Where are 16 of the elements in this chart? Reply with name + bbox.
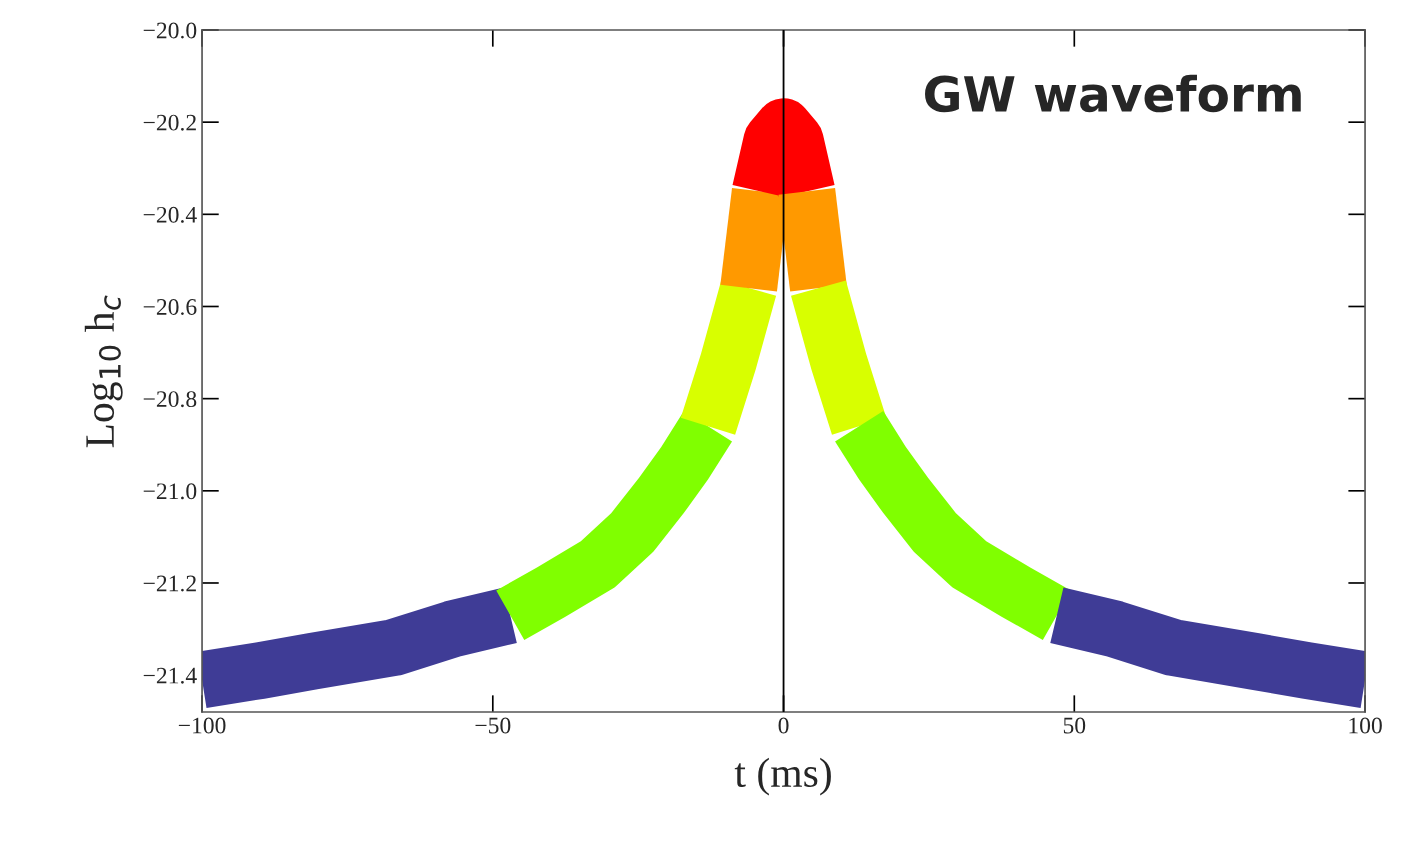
x-tick-label: −100: [178, 717, 226, 734]
y-tick-label: −21.2: [143, 575, 196, 592]
y-tick-label: −20.6: [143, 298, 197, 316]
y-tick-label: −21.4: [143, 667, 197, 684]
x-tick-label: 0: [778, 717, 789, 734]
y-tick-label: −20.0: [143, 22, 197, 39]
x-axis-title: t (ms): [734, 757, 831, 796]
x-tick-label: 100: [1349, 717, 1382, 734]
y-tick-label: −21.0: [143, 483, 197, 500]
y-tick-label: −20.4: [143, 206, 197, 223]
annotation: GW waveform: [925, 74, 1301, 113]
y-axis-title: Log$_{10}$ h$_{c}$: [84, 295, 123, 448]
y-tick-label: −20.8: [143, 391, 197, 408]
y-tick-label: −20.2: [143, 114, 196, 131]
x-tick-label: 50: [1063, 717, 1086, 734]
x-tick-label: −50: [475, 717, 511, 734]
